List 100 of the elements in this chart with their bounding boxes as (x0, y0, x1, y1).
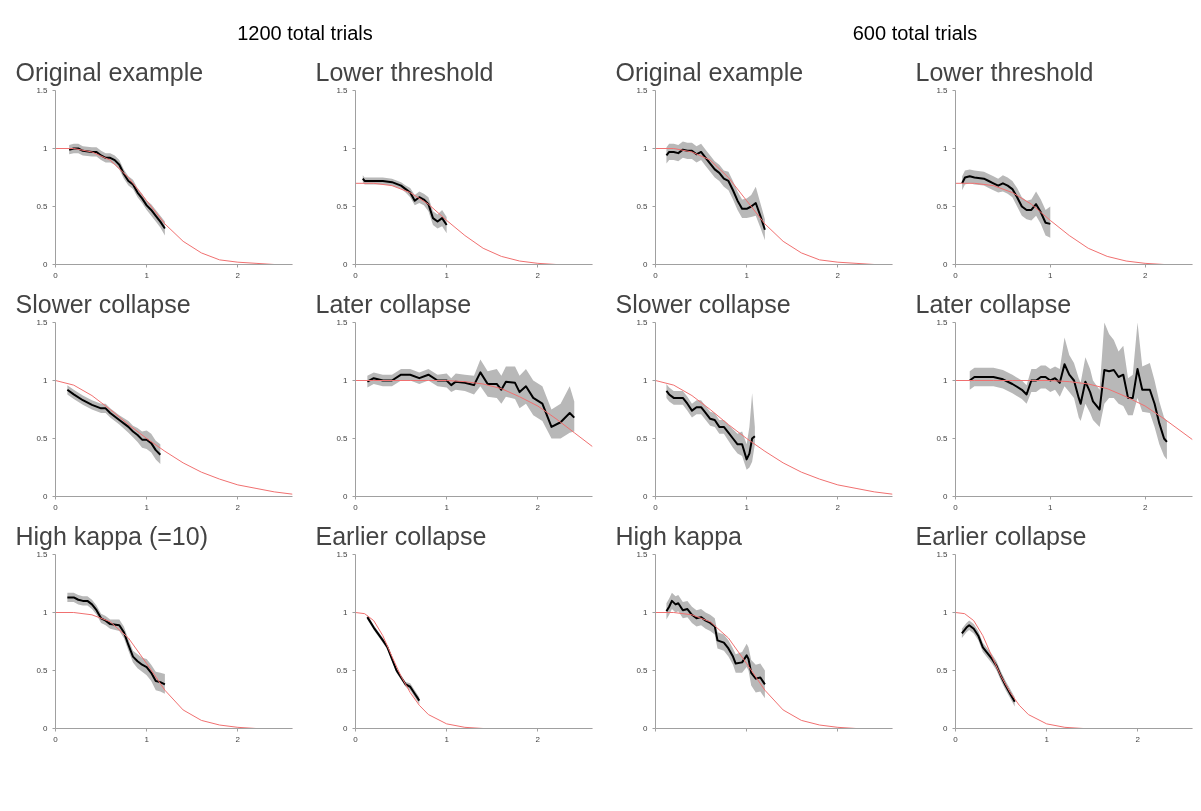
text: 1200 total trials (237, 21, 373, 46)
y-tick-label: 1 (43, 376, 49, 385)
x-tick-label: 1 (144, 734, 150, 744)
y-tick-label: 1.5 (936, 86, 949, 95)
x-tick-label: 2 (835, 270, 841, 280)
y-tick-label: 1.5 (36, 550, 49, 559)
y-tick-label: 1 (43, 144, 49, 153)
chart-title: Lower threshold (915, 57, 1094, 86)
line-series (66, 388, 162, 456)
x-tick-label: 0 (353, 502, 359, 512)
y-tick-label: 0.5 (336, 666, 349, 675)
chart-title: Slower collapse (15, 289, 191, 318)
x-tick-label: 0 (353, 734, 359, 744)
y-tick-label: 1 (343, 608, 349, 617)
x-tick-label: 0 (953, 270, 959, 280)
x-tick-label: 0 (953, 502, 959, 512)
y-tick-label: 0 (643, 492, 649, 501)
x-tick-label: 1 (1048, 502, 1054, 512)
line-series (968, 363, 1168, 443)
x-tick-label: 2 (1135, 734, 1141, 744)
y-tick-label: 1.5 (36, 318, 49, 327)
x-tick-label: 0 (653, 270, 659, 280)
x-tick-label: 1 (444, 502, 450, 512)
line-series (665, 389, 756, 461)
y-tick-label: 0 (43, 260, 49, 269)
y-tick-label: 0 (43, 724, 49, 733)
line-series (355, 380, 593, 448)
line-series (961, 175, 1052, 225)
line-series (665, 148, 766, 231)
line-series (366, 371, 576, 428)
y-tick-label: 1.5 (936, 550, 949, 559)
x-tick-label: 1 (144, 502, 150, 512)
x-tick-label: 0 (653, 502, 659, 512)
x-tick-label: 2 (1142, 502, 1148, 512)
x-tick-label: 0 (53, 734, 59, 744)
y-tick-label: 1 (643, 376, 649, 385)
chart-title: Original example (615, 57, 804, 86)
y-tick-label: 0 (43, 492, 49, 501)
y-tick-label: 1 (43, 608, 49, 617)
x-tick-label: 2 (535, 734, 541, 744)
x-tick-label: 2 (235, 502, 241, 512)
x-tick-label: 0 (53, 502, 59, 512)
y-tick-label: 1 (943, 144, 949, 153)
y-tick-label: 1 (943, 608, 949, 617)
x-tick-label: 1 (444, 270, 450, 280)
chart-title: Original example (15, 57, 204, 86)
x-tick-label: 0 (353, 270, 359, 280)
x-tick-label: 2 (535, 270, 541, 280)
y-tick-label: 1 (943, 376, 949, 385)
text: 600 total trials (852, 21, 978, 46)
y-tick-label: 0.5 (936, 666, 949, 675)
x-tick-label: 1 (144, 270, 150, 280)
y-tick-label: 1.5 (336, 318, 349, 327)
y-tick-label: 0.5 (636, 666, 649, 675)
y-tick-label: 0.5 (36, 202, 49, 211)
y-tick-label: 1.5 (636, 86, 649, 95)
y-tick-label: 0 (643, 260, 649, 269)
x-tick-label: 1 (744, 270, 750, 280)
y-tick-label: 0.5 (36, 666, 49, 675)
chart-title: Lower threshold (315, 57, 494, 86)
line-series (955, 380, 1193, 441)
y-tick-label: 0 (343, 492, 349, 501)
y-tick-label: 1 (343, 144, 349, 153)
x-tick-label: 0 (953, 734, 959, 744)
y-tick-label: 0.5 (36, 434, 49, 443)
y-tick-label: 0.5 (936, 434, 949, 443)
x-tick-label: 0 (53, 270, 59, 280)
x-tick-label: 1 (1044, 734, 1050, 744)
chart-title: Earlier collapse (315, 521, 487, 550)
y-tick-label: 1.5 (336, 86, 349, 95)
x-tick-label: 1 (444, 734, 450, 744)
chart-title: High kappa (=10) (15, 521, 208, 550)
y-tick-label: 0 (343, 724, 349, 733)
x-tick-label: 2 (835, 502, 841, 512)
y-tick-label: 1 (343, 376, 349, 385)
y-tick-label: 0 (943, 724, 949, 733)
x-tick-label: 2 (1142, 270, 1148, 280)
x-tick-label: 2 (535, 502, 541, 512)
y-tick-label: 1.5 (636, 318, 649, 327)
chart-title: High kappa (615, 521, 743, 550)
y-tick-label: 0 (943, 492, 949, 501)
x-tick-label: 1 (744, 502, 750, 512)
chart-title: Earlier collapse (915, 521, 1087, 550)
chart-title: Slower collapse (615, 289, 791, 318)
y-tick-label: 1 (643, 144, 649, 153)
y-tick-label: 1 (643, 608, 649, 617)
y-tick-label: 0.5 (336, 202, 349, 211)
y-tick-label: 1.5 (636, 550, 649, 559)
line-series (665, 599, 766, 686)
x-tick-label: 2 (235, 270, 241, 280)
y-tick-label: 1.5 (936, 318, 949, 327)
chart-title: Later collapse (915, 289, 1072, 318)
x-tick-label: 1 (1048, 270, 1054, 280)
chart-title: Later collapse (315, 289, 472, 318)
y-tick-label: 0.5 (636, 434, 649, 443)
y-tick-label: 0.5 (636, 202, 649, 211)
y-tick-label: 0.5 (936, 202, 949, 211)
line-series (361, 177, 448, 227)
y-tick-label: 0 (943, 260, 949, 269)
y-tick-label: 0 (343, 260, 349, 269)
